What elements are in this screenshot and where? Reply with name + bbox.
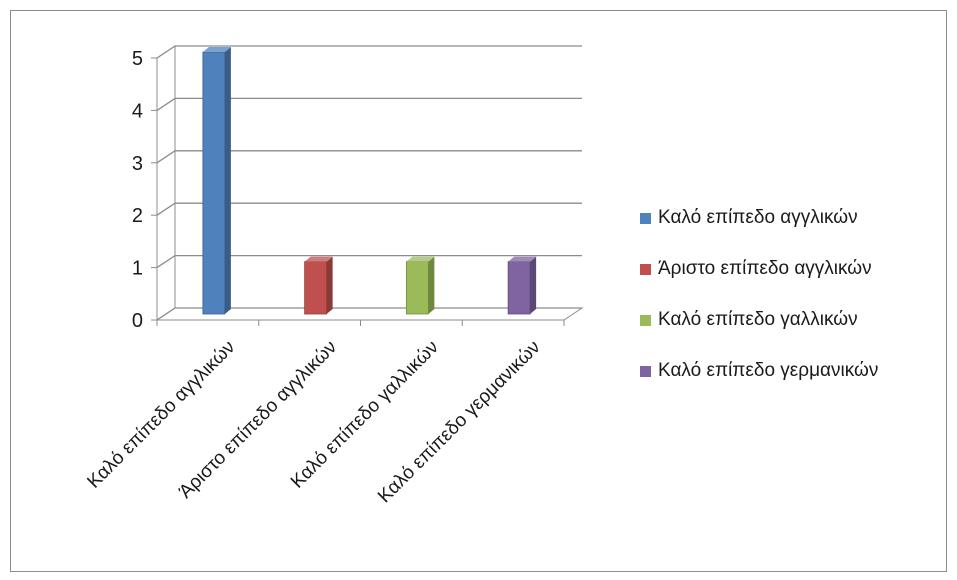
bar (202, 51, 226, 315)
bar-side (326, 256, 333, 314)
bar-top (406, 256, 435, 262)
legend: Καλό επίπεδο αγγλικών Άριστο επίπεδο αγγ… (640, 205, 878, 409)
legend-swatch (640, 365, 651, 377)
legend-label: Άριστο επίπεδο αγγλικών (658, 258, 872, 279)
side-wall (156, 45, 176, 321)
y-tick-label: 5 (132, 48, 143, 70)
y-tick-label: 0 (132, 310, 143, 332)
y-tick-label: 1 (132, 258, 143, 280)
bar-side (530, 256, 537, 314)
legend-item: Άριστο επίπεδο αγγλικών (640, 256, 878, 282)
legend-swatch (640, 212, 651, 224)
gridline (156, 45, 582, 59)
legend-swatch (640, 263, 651, 275)
bar-top (202, 47, 231, 52)
legend-label: Καλό επίπεδο γερμανικών (658, 360, 879, 381)
y-tick-label: 4 (132, 100, 143, 122)
legend-item: Καλό επίπεδο γερμανικών (640, 358, 878, 384)
legend-label: Καλό επίπεδο γαλλικών (658, 309, 858, 330)
gridline (156, 97, 582, 111)
gridline (156, 150, 582, 164)
gridline (156, 307, 582, 321)
bar-side (224, 47, 231, 314)
gridline (156, 202, 582, 216)
y-tick-label: 2 (132, 205, 143, 227)
x-category-label: Καλό επίπεδο γερμανικών (374, 337, 545, 508)
bar (304, 261, 328, 315)
gridline (156, 254, 582, 269)
chart-frame (10, 10, 947, 572)
legend-label: Καλό επίπεδο αγγλικών (658, 207, 858, 228)
bar-top (508, 256, 537, 262)
legend-swatch (640, 314, 651, 326)
legend-item: Καλό επίπεδο αγγλικών (640, 205, 878, 231)
bar-top (304, 256, 333, 262)
bar-side (428, 256, 435, 314)
legend-item: Καλό επίπεδο γαλλικών (640, 307, 878, 333)
bar (405, 261, 429, 315)
bar (507, 261, 531, 315)
y-tick-label: 3 (132, 153, 143, 175)
